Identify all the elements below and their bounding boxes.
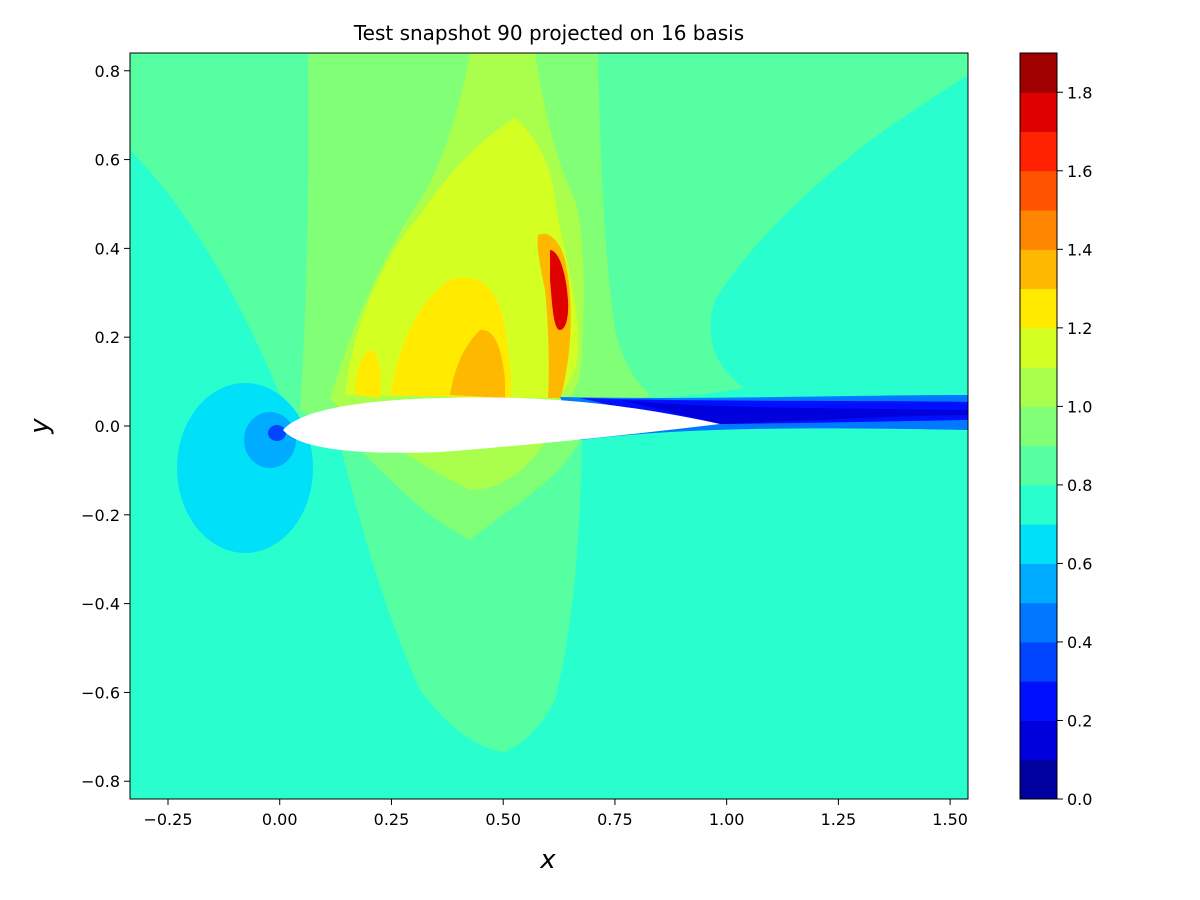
colorbar-segment (1020, 681, 1057, 721)
colorbar-segment (1020, 602, 1057, 643)
x-axis-label: x (539, 845, 556, 875)
colorbar-ticks: 0.0 0.2 0.4 0.6 0.8 1.0 1.2 1.4 1.6 1.8 (1057, 83, 1092, 809)
region-shock-core (550, 250, 569, 330)
x-tick-label: 1.25 (821, 810, 857, 829)
chart-title: Test snapshot 90 projected on 16 basis (353, 21, 744, 45)
y-tick-label: 0.2 (95, 328, 120, 347)
x-tick-label: 0.75 (597, 810, 633, 829)
x-tick-label: 0.50 (485, 810, 521, 829)
colorbar-segment (1020, 524, 1057, 564)
colorbar-segment (1020, 759, 1057, 800)
colorbar-segment (1020, 249, 1057, 290)
airfoil (283, 397, 720, 453)
y-tick-label: 0.6 (95, 151, 120, 170)
x-tick-label: 1.00 (709, 810, 745, 829)
colorbar-segment (1020, 484, 1057, 525)
contour-field (130, 53, 968, 799)
colorbar-segment (1020, 641, 1057, 682)
x-tick-label: 0.25 (374, 810, 410, 829)
colorbar-tick-label: 1.8 (1067, 83, 1092, 102)
colorbar-tick-label: 0.0 (1067, 790, 1092, 809)
colorbar (1020, 53, 1057, 800)
y-tick-label: 0.0 (95, 417, 120, 436)
colorbar-tick-label: 0.8 (1067, 476, 1092, 495)
colorbar-tick-label: 0.4 (1067, 633, 1092, 652)
region-wake-inner (620, 400, 968, 424)
colorbar-segment (1020, 720, 1057, 761)
y-axis: −0.8 −0.6 −0.4 −0.2 0.0 0.2 0.4 0.6 0.8 (81, 62, 130, 791)
y-tick-label: −0.2 (81, 506, 120, 525)
colorbar-segment (1020, 53, 1057, 93)
region-lead-pocket (355, 350, 381, 398)
region-lower-band (340, 440, 582, 752)
colorbar-segment (1020, 367, 1057, 407)
colorbar-frame (1019, 52, 1058, 800)
colorbar-segment (1020, 170, 1057, 211)
colorbar-segment (1020, 327, 1057, 368)
x-tick-label: 0.00 (262, 810, 298, 829)
colorbar-tick-label: 1.6 (1067, 162, 1092, 181)
colorbar-segment (1020, 288, 1057, 329)
y-tick-label: −0.4 (81, 595, 120, 614)
region-stagnation-mid (244, 412, 296, 468)
colorbar-tick-label: 1.2 (1067, 319, 1092, 338)
y-tick-label: 0.4 (95, 239, 120, 258)
colorbar-segment (1020, 92, 1057, 133)
colorbar-segment (1020, 563, 1057, 604)
y-axis-label: y (25, 418, 55, 435)
colorbar-tick-label: 0.6 (1067, 554, 1092, 573)
region-suction-peak (345, 118, 579, 398)
region-stagnation-outer (177, 383, 313, 553)
colorbar-segment (1020, 406, 1057, 447)
colorbar-segment (1020, 131, 1057, 172)
y-tick-label: −0.8 (81, 772, 120, 791)
x-axis: −0.25 0.00 0.25 0.50 0.75 1.00 1.25 1.50 (143, 799, 968, 829)
colorbar-tick-label: 0.2 (1067, 711, 1092, 730)
y-tick-label: 0.8 (95, 62, 120, 81)
colorbar-segment (1020, 445, 1057, 486)
region-shock-hotspot (450, 329, 505, 398)
y-tick-label: −0.6 (81, 683, 120, 702)
x-tick-label: −0.25 (143, 810, 192, 829)
colorbar-tick-label: 1.4 (1067, 240, 1092, 259)
colorbar-segment (1020, 210, 1057, 250)
x-tick-label: 1.50 (932, 810, 968, 829)
colorbar-tick-label: 1.0 (1067, 397, 1092, 416)
region-stagnation-inner (268, 425, 286, 441)
